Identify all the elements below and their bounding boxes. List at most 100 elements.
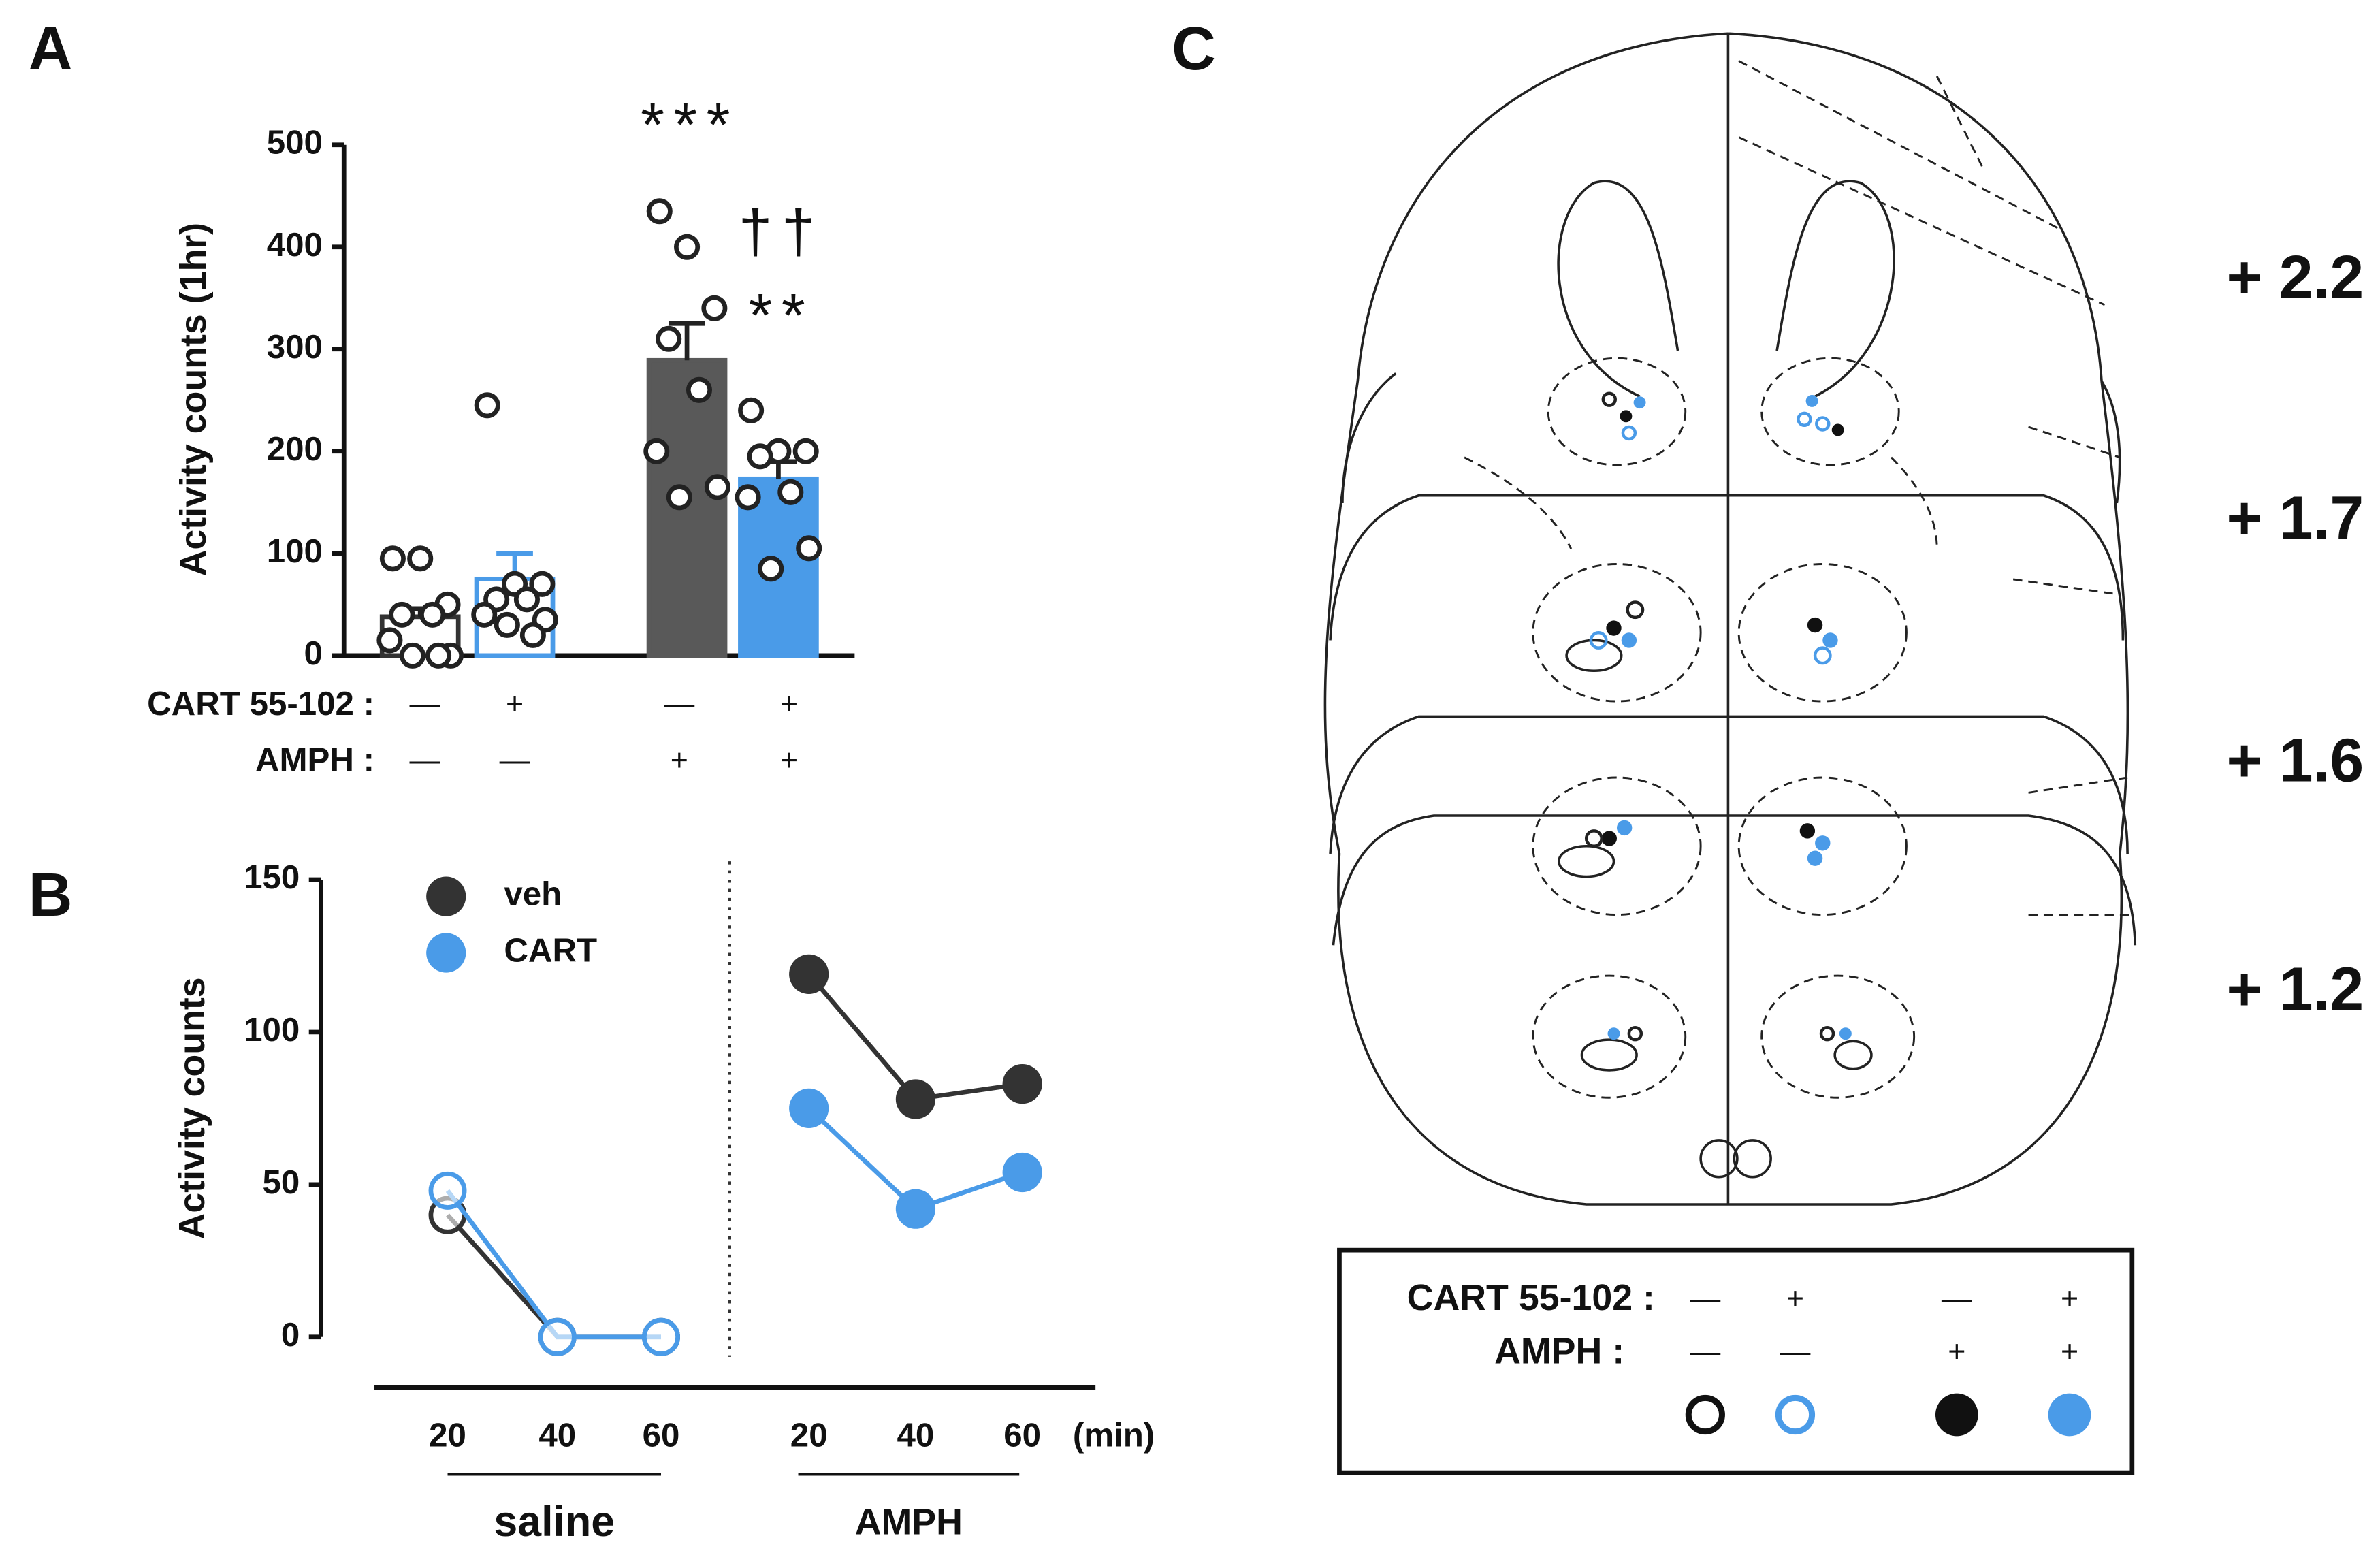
site-dot <box>1797 411 1812 427</box>
level-label: + 1.6 <box>2227 726 2364 795</box>
y-tick-label: 100 <box>267 532 323 570</box>
site-dot <box>1813 646 1832 665</box>
data-point <box>376 627 403 654</box>
site-dot <box>1627 1025 1643 1042</box>
data-point <box>735 484 761 511</box>
condition-mark: — <box>410 687 440 721</box>
significance: ** <box>749 281 815 349</box>
series-marker <box>428 1171 467 1210</box>
legend-row-mark: + <box>1786 1281 1804 1315</box>
region <box>1532 974 1687 1099</box>
region <box>1565 639 1623 673</box>
atlas-outline <box>1341 372 2121 504</box>
data-point <box>701 295 728 321</box>
x-tick-label: 40 <box>897 1417 935 1454</box>
y-tick-label: 50 <box>263 1164 300 1201</box>
x-tick-label: 20 <box>429 1417 466 1454</box>
data-point <box>738 397 765 423</box>
site-dot <box>1633 396 1646 409</box>
region <box>1547 357 1687 466</box>
data-point <box>643 438 670 464</box>
atlas-region <box>1464 60 2136 916</box>
condition-mark: — <box>664 687 694 721</box>
legend-row-mark: — <box>1780 1334 1811 1368</box>
site-dot <box>1831 423 1844 436</box>
group-label: AMPH <box>855 1501 963 1542</box>
significance: *** <box>641 91 739 159</box>
series-marker <box>538 1317 577 1356</box>
legend-row-mark: + <box>2061 1334 2078 1368</box>
series-marker <box>789 1088 829 1129</box>
site-dot <box>1584 829 1603 848</box>
region <box>1532 563 1702 703</box>
x-tick-label: 60 <box>1003 1417 1041 1454</box>
ventricle <box>1557 180 1895 398</box>
data-point <box>379 545 406 572</box>
site-dot <box>1815 835 1831 851</box>
y-axis-label: Activity counts (1hr) <box>173 223 214 577</box>
site-dot <box>1822 632 1838 648</box>
panel-label: B <box>29 861 73 929</box>
condition-label: CART 55-102 : <box>147 685 374 722</box>
site-dot <box>1815 416 1831 432</box>
bar <box>646 357 728 658</box>
data-point <box>646 198 673 225</box>
legend-symbol <box>2048 1393 2091 1437</box>
y-tick-label: 100 <box>244 1011 300 1048</box>
site-dot <box>1807 617 1823 633</box>
series-marker <box>1002 1152 1042 1193</box>
level-label: + 2.2 <box>2227 243 2364 311</box>
y-tick-label: 400 <box>267 226 323 263</box>
data-point <box>758 556 784 582</box>
condition-mark: + <box>780 687 798 721</box>
legend-label: CART <box>504 932 597 969</box>
region <box>1733 1139 1772 1179</box>
data-point <box>796 535 822 562</box>
series-marker <box>642 1317 680 1356</box>
x-tick-label: 20 <box>790 1417 828 1454</box>
series-marker <box>895 1189 936 1229</box>
atlas-outline <box>1332 814 2137 946</box>
region <box>1699 1139 1739 1179</box>
condition-mark: + <box>780 743 798 777</box>
condition-mark: + <box>506 687 524 721</box>
legend-label: veh <box>504 876 562 913</box>
y-tick-label: 500 <box>267 124 323 161</box>
region <box>1737 563 1908 703</box>
site-dot <box>1589 631 1608 650</box>
site-dot <box>1626 600 1645 620</box>
data-point <box>792 438 819 464</box>
series-marker <box>789 954 829 994</box>
legend-row-mark: + <box>1948 1334 1965 1368</box>
data-point <box>425 642 452 669</box>
y-tick-label: 0 <box>304 635 322 672</box>
site-dot <box>1805 394 1818 407</box>
region <box>1558 844 1615 878</box>
condition-label: AMPH : <box>255 741 374 779</box>
region <box>1580 1038 1638 1072</box>
condition-mark: — <box>500 743 530 777</box>
site-dot <box>1620 410 1633 423</box>
series-marker <box>895 1079 936 1119</box>
region <box>1532 776 1702 916</box>
data-point <box>704 474 730 500</box>
region <box>1760 357 1900 466</box>
data-point <box>407 545 434 572</box>
site-dot <box>1601 831 1617 846</box>
data-point <box>399 642 426 669</box>
group-label: saline <box>494 1498 615 1545</box>
y-tick-label: 200 <box>267 430 323 468</box>
site-dot <box>1799 823 1816 839</box>
site-dot <box>1807 850 1823 866</box>
atlas-outline <box>1323 32 2129 1206</box>
y-tick-label: 0 <box>281 1316 300 1353</box>
legend-row-label: AMPH : <box>1494 1331 1624 1372</box>
legend-marker <box>426 933 466 973</box>
data-point <box>494 611 520 638</box>
condition-mark: — <box>410 743 440 777</box>
level-label: + 1.7 <box>2227 484 2364 552</box>
site-dot <box>1616 820 1633 836</box>
data-point <box>686 376 713 403</box>
legend-marker <box>426 876 466 916</box>
